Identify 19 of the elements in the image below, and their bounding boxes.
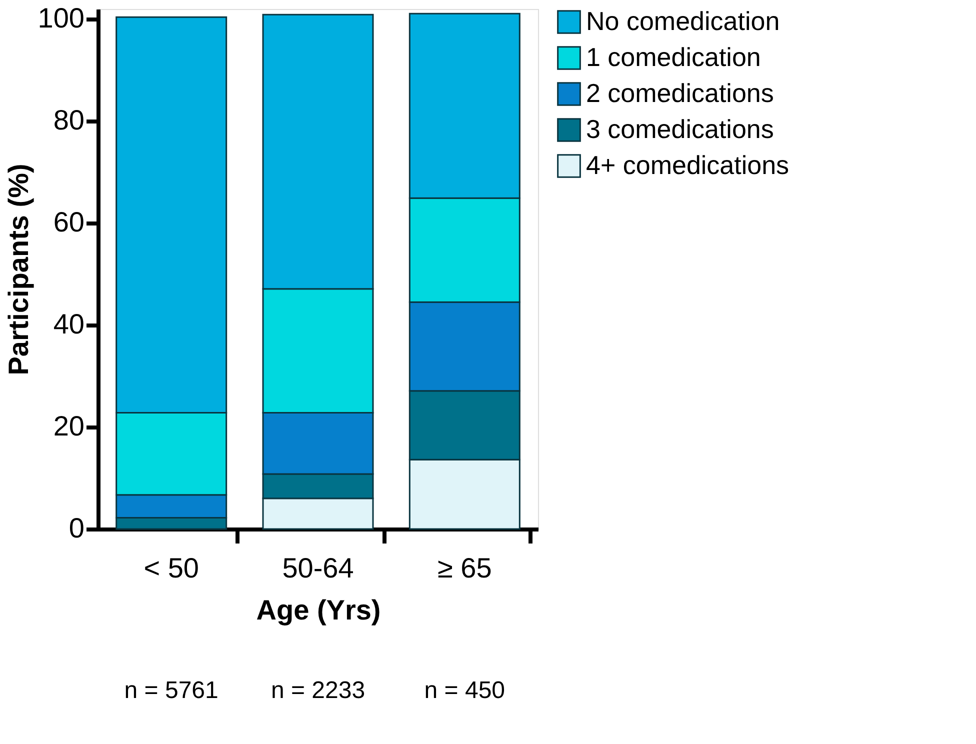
- x-tick-label: < 50: [144, 552, 199, 584]
- y-tick-label: 40: [53, 308, 84, 340]
- x-axis-title: Age (Yrs): [256, 594, 381, 626]
- x-tick-label: ≥ 65: [438, 552, 492, 584]
- text: n = 450: [424, 677, 506, 704]
- x-tick-label: 50-64: [282, 552, 354, 584]
- legend-label: 2 comedications: [586, 78, 774, 108]
- y-tick-label: 60: [53, 206, 84, 238]
- y-tick-label: 80: [53, 104, 84, 136]
- legend-label: 3 comedications: [586, 114, 774, 144]
- legend-label: 4+ comedications: [586, 150, 790, 180]
- legend-label: No comedication: [586, 6, 780, 36]
- legend-label: 1 comedication: [586, 42, 761, 72]
- y-tick-label: 20: [53, 410, 84, 442]
- y-tick-label: 100: [38, 2, 84, 34]
- y-axis-title: Participants (%): [2, 164, 34, 376]
- text: n = 2233: [270, 677, 366, 704]
- y-tick-label: 0: [68, 512, 84, 544]
- text: n = 5761: [124, 677, 218, 704]
